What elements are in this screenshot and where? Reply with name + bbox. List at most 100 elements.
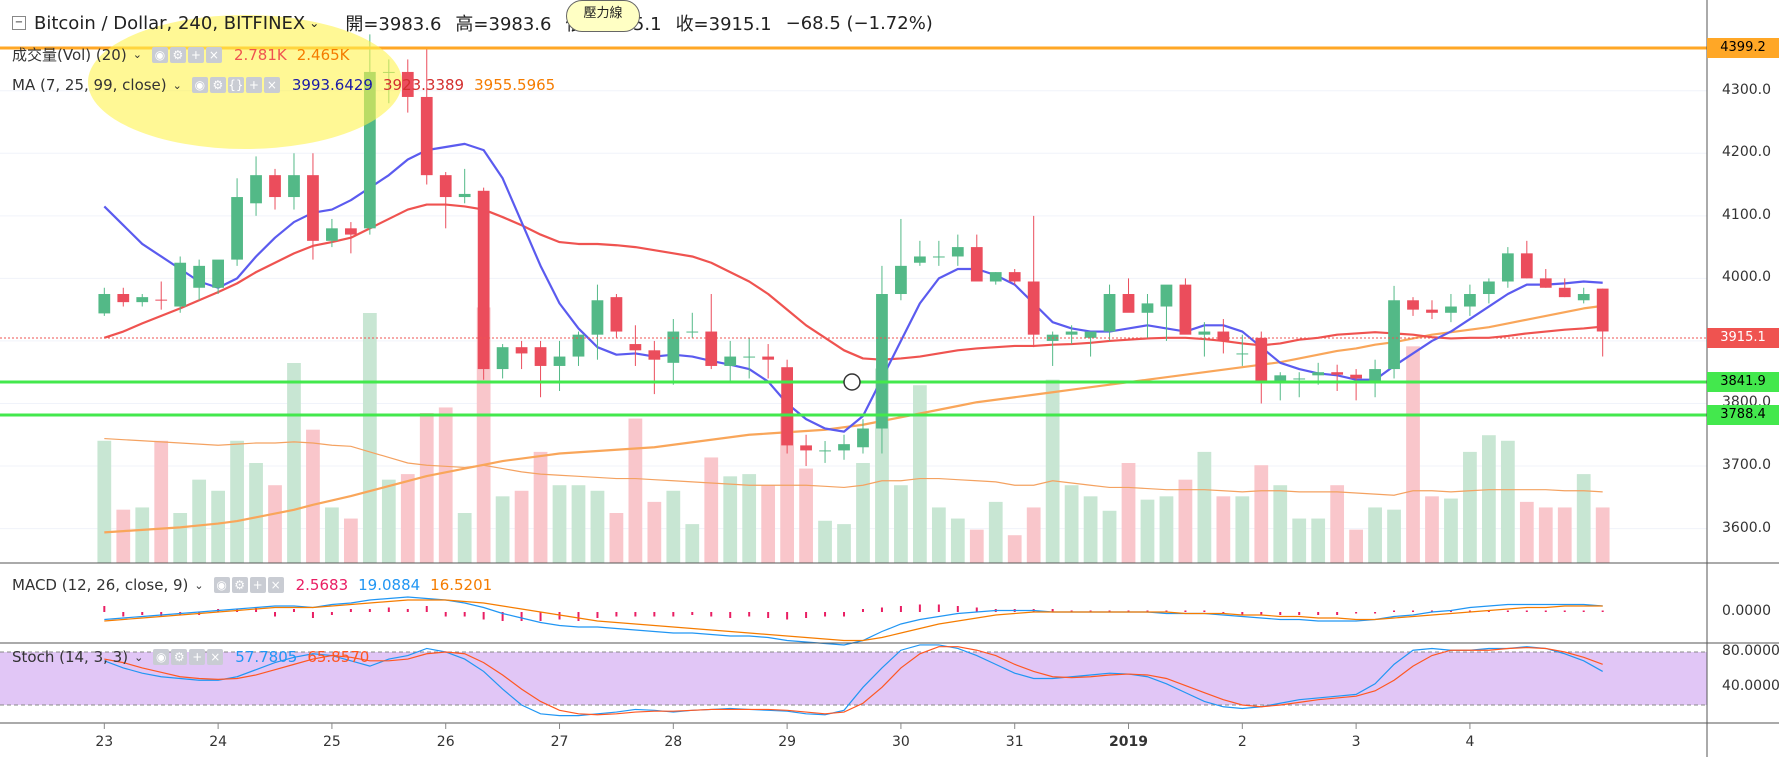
- candle-body[interactable]: [1331, 372, 1344, 375]
- candle-body[interactable]: [686, 331, 699, 333]
- candle-body[interactable]: [970, 247, 983, 282]
- plus-icon[interactable]: +: [249, 577, 266, 593]
- candle-body[interactable]: [951, 247, 964, 257]
- candle-body[interactable]: [174, 262, 187, 307]
- candle-body[interactable]: [648, 350, 661, 360]
- candle-body[interactable]: [1426, 309, 1438, 313]
- eye-icon[interactable]: ◉: [191, 77, 208, 93]
- eye-icon[interactable]: ◉: [213, 577, 230, 593]
- candle-body[interactable]: [1122, 294, 1135, 313]
- candle-body[interactable]: [667, 331, 680, 363]
- candle-body[interactable]: [458, 193, 471, 198]
- candle-body[interactable]: [363, 71, 376, 229]
- candle-body[interactable]: [1008, 272, 1021, 282]
- marker-circle[interactable]: [843, 373, 861, 391]
- candle-body[interactable]: [1464, 294, 1476, 307]
- gear-icon[interactable]: ⚙: [231, 577, 248, 593]
- candle-body[interactable]: [1483, 281, 1495, 295]
- candle-body[interactable]: [420, 96, 433, 176]
- candle-body[interactable]: [932, 256, 945, 258]
- resistance-callout[interactable]: 壓力線: [566, 0, 640, 32]
- candle-body[interactable]: [117, 294, 130, 303]
- candle-body[interactable]: [876, 294, 888, 429]
- candle-body[interactable]: [1539, 278, 1552, 288]
- candle-body[interactable]: [496, 347, 509, 370]
- ma-legend[interactable]: MA (7, 25, 99, close) ⌄ ◉ ⚙{} + × 3993.6429…: [12, 76, 555, 94]
- candle-body[interactable]: [1160, 284, 1173, 307]
- macd-legend[interactable]: MACD (12, 26, close, 9) ⌄ ◉ ⚙ + × 2.5683 19…: [12, 576, 492, 594]
- gear-icon[interactable]: ⚙: [209, 77, 226, 93]
- candle-body[interactable]: [1255, 337, 1268, 382]
- candle-body[interactable]: [1179, 284, 1192, 335]
- gear-icon[interactable]: ⚙: [171, 649, 188, 665]
- candle-body[interactable]: [515, 347, 528, 354]
- candle-body[interactable]: [1217, 331, 1230, 341]
- candle-body[interactable]: [705, 331, 718, 366]
- chevron-down-icon[interactable]: ⌄: [132, 48, 142, 61]
- braces-icon[interactable]: {}: [227, 77, 244, 93]
- candle-body[interactable]: [477, 190, 490, 370]
- candle-body[interactable]: [1369, 369, 1381, 382]
- candle-body[interactable]: [1103, 294, 1116, 332]
- candle-body[interactable]: [269, 175, 281, 198]
- close-icon[interactable]: ×: [267, 577, 284, 593]
- candle-body[interactable]: [534, 347, 547, 366]
- candle-body[interactable]: [1445, 306, 1457, 313]
- candle-body[interactable]: [1141, 303, 1154, 313]
- plus-icon[interactable]: +: [245, 77, 262, 93]
- candle-body[interactable]: [743, 356, 756, 358]
- candle-body[interactable]: [288, 175, 300, 198]
- volume-legend[interactable]: 成交量(Vol) (20) ⌄ ◉ ⚙ + × 2.781K 2.465K: [12, 44, 350, 65]
- legend-tools[interactable]: ◉ ⚙{} + ×: [191, 77, 282, 93]
- candle-body[interactable]: [572, 334, 585, 357]
- chevron-down-icon[interactable]: ⌄: [309, 16, 320, 30]
- collapse-icon[interactable]: −: [12, 16, 26, 30]
- plus-icon[interactable]: +: [187, 46, 204, 63]
- legend-tools[interactable]: ◉ ⚙ + ×: [151, 46, 224, 63]
- candle-body[interactable]: [250, 175, 262, 204]
- candle-body[interactable]: [231, 197, 243, 260]
- plus-icon[interactable]: +: [189, 649, 206, 665]
- legend-tools[interactable]: ◉ ⚙ + ×: [213, 577, 286, 593]
- candle-body[interactable]: [1558, 287, 1571, 298]
- candle-body[interactable]: [914, 256, 926, 263]
- candle-body[interactable]: [724, 356, 737, 366]
- candle-body[interactable]: [1350, 374, 1362, 379]
- candle-body[interactable]: [1293, 378, 1306, 380]
- candle-body[interactable]: [857, 428, 869, 448]
- candle-body[interactable]: [307, 175, 319, 241]
- candle-body[interactable]: [1577, 294, 1590, 301]
- candle-body[interactable]: [1084, 331, 1097, 338]
- candle-body[interactable]: [1065, 331, 1078, 335]
- candle-body[interactable]: [1027, 281, 1040, 335]
- candle-body[interactable]: [345, 228, 357, 235]
- candle-body[interactable]: [781, 367, 793, 446]
- symbol-title[interactable]: Bitcoin / Dollar, 240, BITFINEX: [34, 12, 306, 34]
- candle-body[interactable]: [895, 265, 907, 295]
- close-icon[interactable]: ×: [207, 649, 224, 665]
- candle-body[interactable]: [591, 300, 604, 335]
- candle-body[interactable]: [838, 444, 850, 451]
- candle-body[interactable]: [212, 259, 224, 288]
- candle-body[interactable]: [1388, 300, 1400, 370]
- candle-body[interactable]: [1501, 253, 1514, 282]
- eye-icon[interactable]: ◉: [151, 46, 168, 63]
- candle-body[interactable]: [819, 450, 831, 452]
- candle-body[interactable]: [800, 445, 812, 451]
- gear-icon[interactable]: ⚙: [169, 46, 186, 63]
- candle-body[interactable]: [1407, 300, 1419, 310]
- candle-body[interactable]: [1274, 375, 1287, 384]
- candle-body[interactable]: [326, 228, 338, 241]
- candle-body[interactable]: [1520, 253, 1533, 279]
- candle-body[interactable]: [1236, 353, 1249, 355]
- chevron-down-icon[interactable]: ⌄: [194, 578, 204, 592]
- candle-body[interactable]: [439, 175, 452, 198]
- eye-icon[interactable]: ◉: [153, 649, 170, 665]
- candle-body[interactable]: [610, 297, 623, 332]
- candle-body[interactable]: [401, 71, 414, 97]
- candle-body[interactable]: [193, 265, 206, 288]
- candle-body[interactable]: [98, 294, 111, 314]
- candle-body[interactable]: [1312, 372, 1325, 376]
- close-icon[interactable]: ×: [263, 77, 280, 93]
